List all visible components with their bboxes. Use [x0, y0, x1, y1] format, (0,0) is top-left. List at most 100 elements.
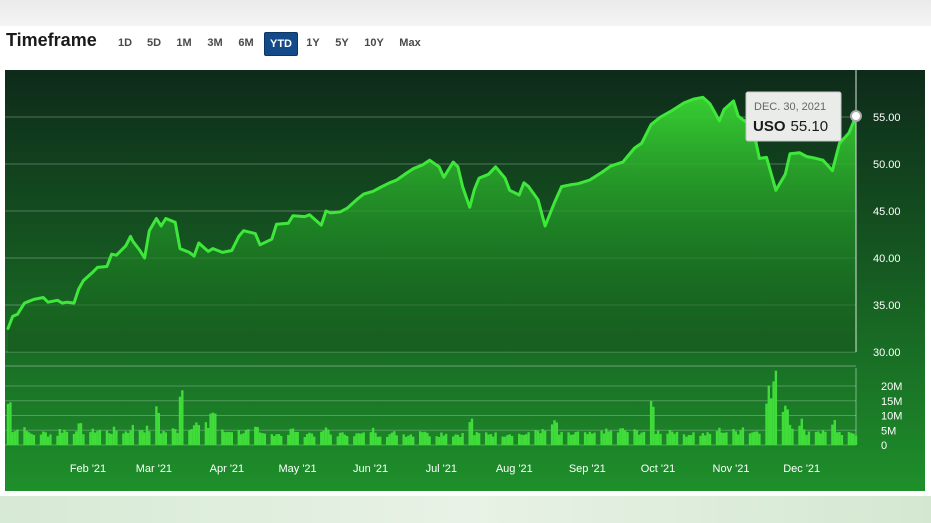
volume-bar — [461, 433, 464, 445]
volume-bar — [586, 434, 589, 445]
volume-bar — [188, 430, 191, 445]
volume-bar — [654, 434, 657, 445]
volume-bar — [112, 426, 116, 445]
volume-bar — [699, 435, 702, 445]
volume-bar — [452, 436, 455, 445]
volume-bar — [692, 432, 695, 445]
volume-bar — [89, 432, 92, 445]
volume-bar — [277, 434, 281, 445]
volume-bar — [79, 423, 83, 445]
volume-tick-label: 10M — [881, 411, 902, 423]
volume-bar — [675, 431, 679, 445]
volume-bar — [666, 433, 669, 445]
volume-bar — [209, 413, 212, 445]
volume-bar — [539, 433, 542, 445]
top-strip — [0, 0, 931, 26]
volume-bar — [244, 430, 248, 445]
volume-bar — [824, 431, 827, 445]
volume-bar — [638, 434, 641, 445]
volume-bar — [28, 432, 31, 445]
volume-bar — [791, 428, 794, 445]
volume-bar — [428, 436, 431, 445]
timeframe-button-max[interactable]: Max — [399, 37, 421, 49]
volume-bar — [494, 432, 497, 445]
volume-bar — [124, 431, 127, 445]
volume-bars — [6, 370, 858, 445]
volume-bar — [145, 425, 149, 445]
volume-bar — [689, 435, 693, 445]
volume-bar — [174, 429, 177, 445]
volume-bar — [155, 406, 158, 445]
volume-bar — [324, 427, 328, 445]
volume-bar — [725, 432, 728, 445]
volume-bar — [58, 429, 61, 445]
volume-bar — [336, 436, 339, 445]
volume-bar — [129, 430, 132, 445]
volume-bar — [685, 436, 688, 445]
volume-bar — [444, 433, 448, 445]
date-tick-label: Feb '21 — [70, 463, 106, 475]
volume-bar — [569, 434, 573, 445]
timeframe-button-5y[interactable]: 5Y — [335, 37, 349, 49]
date-tick-label: Apr '21 — [210, 463, 245, 475]
timeframe-button-1d[interactable]: 1D — [117, 37, 133, 49]
volume-bar — [157, 413, 160, 445]
timeframe-button-6m[interactable]: 6M — [238, 37, 254, 49]
volume-bar — [426, 432, 429, 445]
timeframe-button-5d[interactable]: 5D — [146, 37, 162, 49]
volume-bar — [454, 434, 457, 445]
volume-bar — [847, 432, 851, 445]
volume-bar — [98, 429, 102, 445]
timeframe-button-10y[interactable]: 10Y — [364, 37, 384, 49]
timeframe-button-1m[interactable]: 1M — [176, 37, 192, 49]
timeframe-button-ytd[interactable]: YTD — [264, 32, 298, 56]
volume-bar — [141, 430, 144, 445]
volume-bar — [591, 433, 594, 445]
volume-bar — [91, 428, 94, 445]
volume-bar — [308, 432, 311, 445]
volume-bar — [473, 435, 476, 445]
price-tick-label: 30.00 — [873, 347, 901, 359]
volume-bar — [195, 422, 198, 445]
volume-bar — [94, 432, 97, 445]
volume-bar — [412, 436, 415, 445]
volume-bar — [75, 431, 78, 445]
date-tick-label: Mar '21 — [136, 463, 172, 475]
volume-bar — [659, 433, 662, 445]
volume-bar — [506, 435, 509, 445]
date-tick-label: Nov '21 — [713, 463, 750, 475]
volume-bar — [270, 434, 273, 445]
volume-bar — [553, 420, 556, 445]
date-tick-label: Jun '21 — [353, 463, 388, 475]
volume-bar — [600, 430, 603, 445]
volume-bar — [518, 433, 521, 445]
volume-bar — [741, 427, 745, 445]
volume-bar — [767, 385, 770, 445]
volume-bar — [254, 426, 257, 445]
volume-bar — [44, 432, 47, 445]
timeframe-button-1y[interactable]: 1Y — [306, 37, 320, 49]
volume-bar — [814, 431, 818, 445]
volume-bar — [338, 432, 342, 445]
volume-bar — [303, 437, 306, 445]
volume-bar — [13, 431, 17, 445]
timeframe-header: Timeframe 1D 5D 1M 3M 6M YTD 1Y 5Y 10Y M… — [0, 26, 931, 60]
volume-bar — [310, 433, 314, 445]
volume-bar — [758, 433, 761, 445]
price-chart[interactable]: 55.00 50.00 45.00 40.00 35.00 30.00 20M 15M 10M… — [5, 70, 925, 491]
volume-bar — [240, 434, 243, 445]
volume-bar — [171, 428, 175, 445]
volume-bar — [178, 396, 182, 445]
volume-bar — [501, 436, 504, 445]
volume-bar — [96, 430, 99, 445]
volume-bar — [388, 434, 391, 445]
volume-bar — [621, 428, 624, 445]
price-tick-label: 50.00 — [873, 159, 901, 171]
volume-bar — [583, 432, 587, 445]
price-axis-labels: 55.00 50.00 45.00 40.00 35.00 30.00 — [873, 112, 901, 359]
volume-bar — [72, 433, 76, 445]
volume-bar — [854, 435, 858, 445]
timeframe-button-3m[interactable]: 3M — [207, 37, 223, 49]
volume-bar — [275, 434, 278, 445]
volume-axis-labels: 20M 15M 10M 5M 0 — [881, 381, 902, 452]
